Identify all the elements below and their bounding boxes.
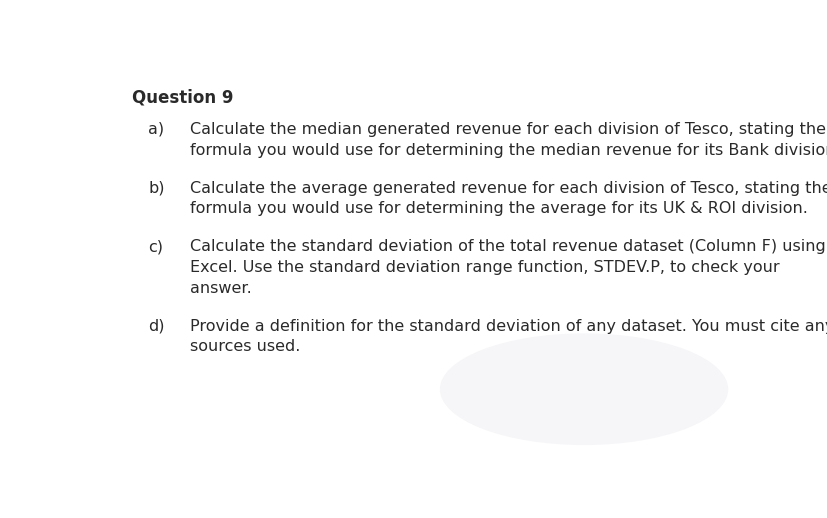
Text: formula you would use for determining the average for its UK & ROI division.: formula you would use for determining th… — [190, 202, 808, 217]
Text: a): a) — [148, 122, 165, 137]
Text: Excel. Use the standard deviation range function, STDEV.P, to check your: Excel. Use the standard deviation range … — [190, 260, 780, 275]
Text: c): c) — [148, 239, 163, 254]
Text: Calculate the median generated revenue for each division of Tesco, stating the: Calculate the median generated revenue f… — [190, 122, 826, 137]
Text: formula you would use for determining the median revenue for its Bank division.: formula you would use for determining th… — [190, 143, 827, 157]
Text: Provide a definition for the standard deviation of any dataset. You must cite an: Provide a definition for the standard de… — [190, 319, 827, 334]
Text: d): d) — [148, 319, 165, 334]
Text: b): b) — [148, 181, 165, 196]
Ellipse shape — [440, 334, 729, 445]
Text: Question 9: Question 9 — [132, 88, 234, 106]
Text: answer.: answer. — [190, 281, 251, 296]
Text: Calculate the average generated revenue for each division of Tesco, stating the: Calculate the average generated revenue … — [190, 181, 827, 196]
Text: Calculate the standard deviation of the total revenue dataset (Column F) using: Calculate the standard deviation of the … — [190, 239, 825, 254]
Text: sources used.: sources used. — [190, 339, 300, 354]
